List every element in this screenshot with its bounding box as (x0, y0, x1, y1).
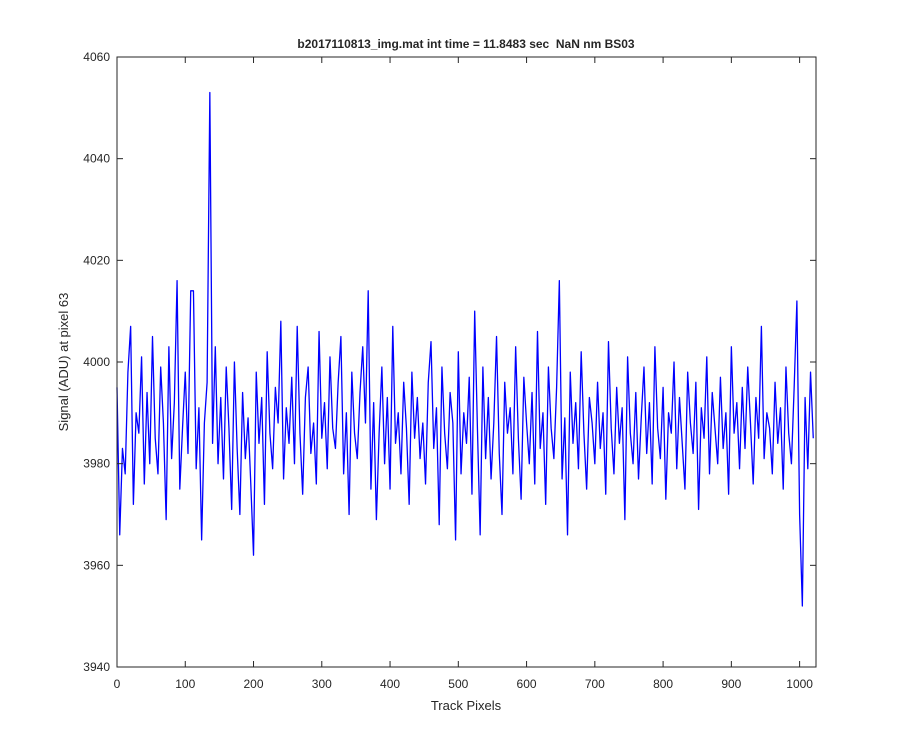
y-axis-label: Signal (ADU) at pixel 63 (56, 293, 71, 432)
x-tick-label: 200 (244, 677, 264, 691)
x-tick-label: 700 (585, 677, 605, 691)
x-tick-label: 400 (380, 677, 400, 691)
x-tick-label: 500 (448, 677, 468, 691)
x-tick-label: 800 (653, 677, 673, 691)
y-tick-label: 4000 (83, 355, 110, 369)
y-tick-label: 3960 (83, 558, 110, 572)
x-tick-label: 1000 (786, 677, 813, 691)
x-axis-label: Track Pixels (431, 698, 502, 713)
y-tick-label: 4040 (83, 152, 110, 166)
y-tick-label: 4020 (83, 253, 110, 267)
chart-title: b2017110813_img.mat int time = 11.8483 s… (297, 37, 635, 51)
x-tick-label: 900 (721, 677, 741, 691)
x-tick-label: 0 (114, 677, 121, 691)
x-tick-label: 300 (312, 677, 332, 691)
x-tick-label: 100 (175, 677, 195, 691)
data-line (116, 91, 814, 607)
y-tick-label: 3940 (83, 660, 110, 674)
x-tick-label: 600 (517, 677, 537, 691)
y-tick-label: 4060 (83, 50, 110, 64)
y-tick-label: 3980 (83, 457, 110, 471)
